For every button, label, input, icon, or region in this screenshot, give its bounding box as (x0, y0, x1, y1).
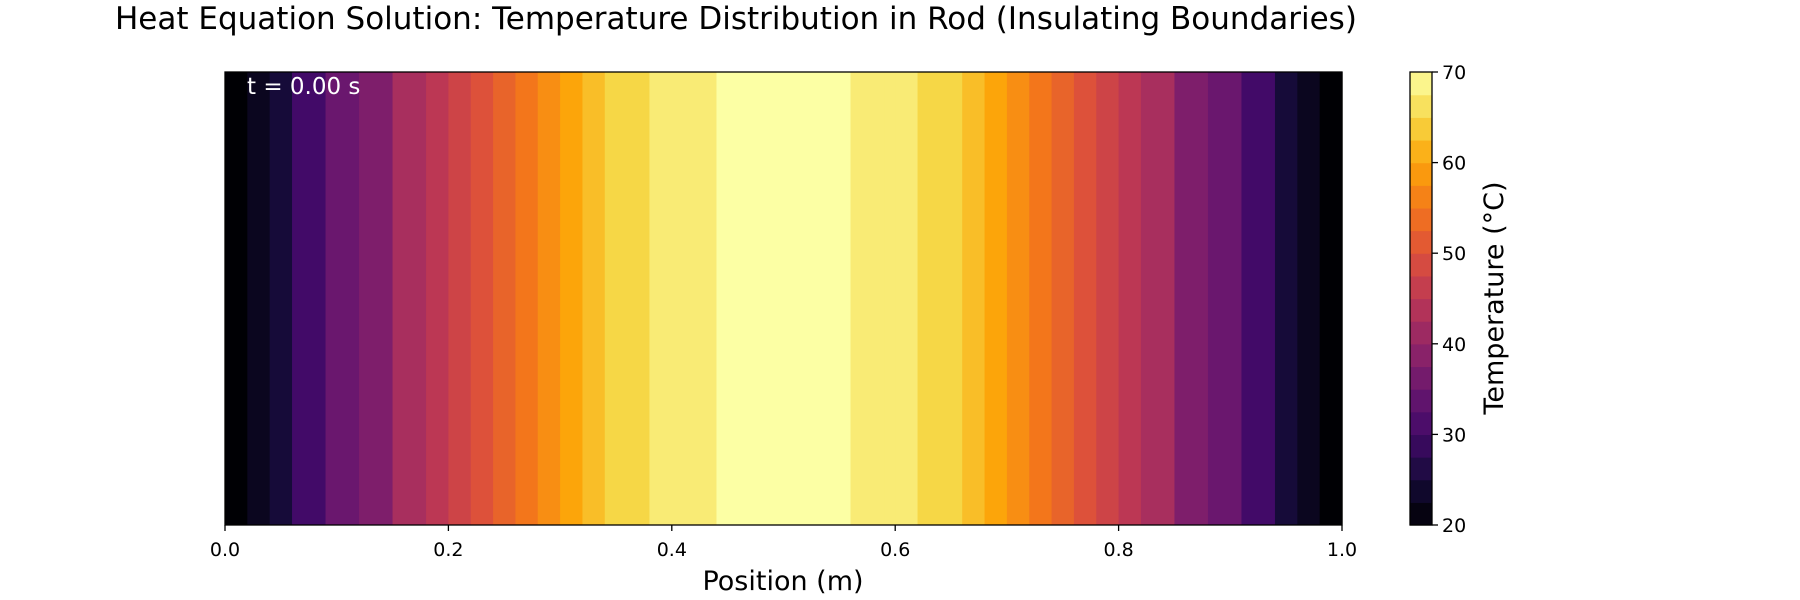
x-tick-label: 0.4 (657, 539, 687, 561)
heatmap-cell (984, 72, 1008, 525)
heatmap-cell (1140, 72, 1176, 525)
heatmap-cell (269, 72, 293, 525)
colorbar-tick-label: 40 (1442, 334, 1466, 356)
x-tick-label: 0.0 (210, 539, 240, 561)
heatmap-cell (1207, 72, 1243, 525)
colorbar-segment (1410, 366, 1432, 390)
colorbar-segment (1410, 117, 1432, 141)
colorbar (1409, 71, 1433, 526)
heatmap-cell (783, 72, 818, 525)
heatmap-cell (515, 72, 539, 525)
heatmap-cell (1051, 72, 1075, 525)
heatmap-cell (1274, 72, 1298, 525)
heatmap-cell (582, 72, 606, 525)
heatmap-cell (1297, 72, 1321, 525)
heatmap-cell (1319, 72, 1343, 525)
x-tick-label: 0.8 (1103, 539, 1133, 561)
colorbar-segment (1410, 275, 1432, 300)
heatmap-cell (817, 72, 852, 525)
colorbar-tick-label: 70 (1442, 62, 1466, 84)
colorbar-segment (1410, 321, 1432, 345)
heatmap-cell (247, 72, 271, 525)
colorbar-segment (1410, 94, 1432, 118)
heatmap-cell (749, 72, 785, 525)
heatmap-cell (682, 72, 718, 525)
colorbar-tick-label: 20 (1442, 515, 1466, 537)
heatmap-cell (671, 72, 684, 525)
heatmap-cell (426, 72, 449, 525)
heatmap-cell (493, 72, 517, 525)
heatmap-cell (1241, 72, 1276, 525)
colorbar-tick-label: 60 (1442, 153, 1466, 175)
colorbar-segment (1410, 253, 1432, 277)
heatmap-cell (1174, 72, 1209, 525)
colorbar-segment (1410, 389, 1432, 413)
heatmap-cell (537, 72, 561, 525)
colorbar-segment (1410, 139, 1432, 164)
colorbar-segment (1410, 411, 1432, 435)
x-axis: 0.0 0.2 0.4 0.6 0.8 1.0 (210, 525, 1357, 561)
heatmap-cells (225, 72, 1343, 525)
colorbar-segment (1410, 207, 1432, 232)
x-tick-label: 1.0 (1327, 539, 1357, 561)
time-annotation: t = 0.00 s (247, 74, 360, 100)
colorbar-segment (1410, 479, 1432, 503)
heatmap-cell (560, 72, 584, 525)
heatmap-cell (470, 72, 494, 525)
heatmap-cell (962, 72, 986, 525)
colorbar-tick-label: 30 (1442, 424, 1466, 446)
colorbar-segment (1410, 343, 1432, 368)
colorbar-segment (1410, 72, 1432, 96)
chart-title: Heat Equation Solution: Temperature Dist… (115, 1, 1357, 37)
plot-frame (224, 71, 1343, 526)
heatmap-cell (917, 72, 941, 525)
heatmap-cell (850, 72, 885, 525)
colorbar-segment (1410, 502, 1432, 526)
heatmap-cell (895, 72, 919, 525)
colorbar-segment (1410, 434, 1432, 458)
colorbar-axis: 20 30 40 50 60 70 (1432, 62, 1466, 537)
heatmap-cell (939, 72, 963, 525)
colorbar-segment (1410, 185, 1432, 209)
heatmap-cell (649, 72, 673, 525)
heatmap-cell (1118, 72, 1142, 525)
colorbar-segment (1410, 298, 1432, 322)
heatmap-cell (359, 72, 394, 525)
x-tick-label: 0.2 (433, 539, 463, 561)
heatmap-cell (1096, 72, 1120, 525)
heatmap-cell (292, 72, 327, 525)
colorbar-tick-label: 50 (1442, 243, 1466, 265)
x-tick-label: 0.6 (880, 539, 910, 561)
colorbar-label: Temperature (°C) (1479, 181, 1510, 415)
heatmap-cell (1006, 72, 1030, 525)
heatmap-cell (448, 72, 472, 525)
colorbar-segment (1410, 162, 1432, 186)
heatmap-cell (716, 72, 751, 525)
colorbar-segment (1410, 230, 1432, 254)
heatmap-cell (325, 72, 360, 525)
heatmap-cell (392, 72, 427, 525)
x-axis-label: Position (m) (702, 566, 863, 597)
heatmap-cell (1073, 72, 1097, 525)
heatmap-cell (884, 72, 896, 525)
colorbar-segment (1410, 457, 1432, 481)
heatmap-cell (225, 72, 248, 525)
heatmap-cell (1029, 72, 1053, 525)
heatmap-cell (627, 72, 651, 525)
colorbar-frame (1409, 71, 1433, 526)
heatmap-cell (604, 72, 628, 525)
